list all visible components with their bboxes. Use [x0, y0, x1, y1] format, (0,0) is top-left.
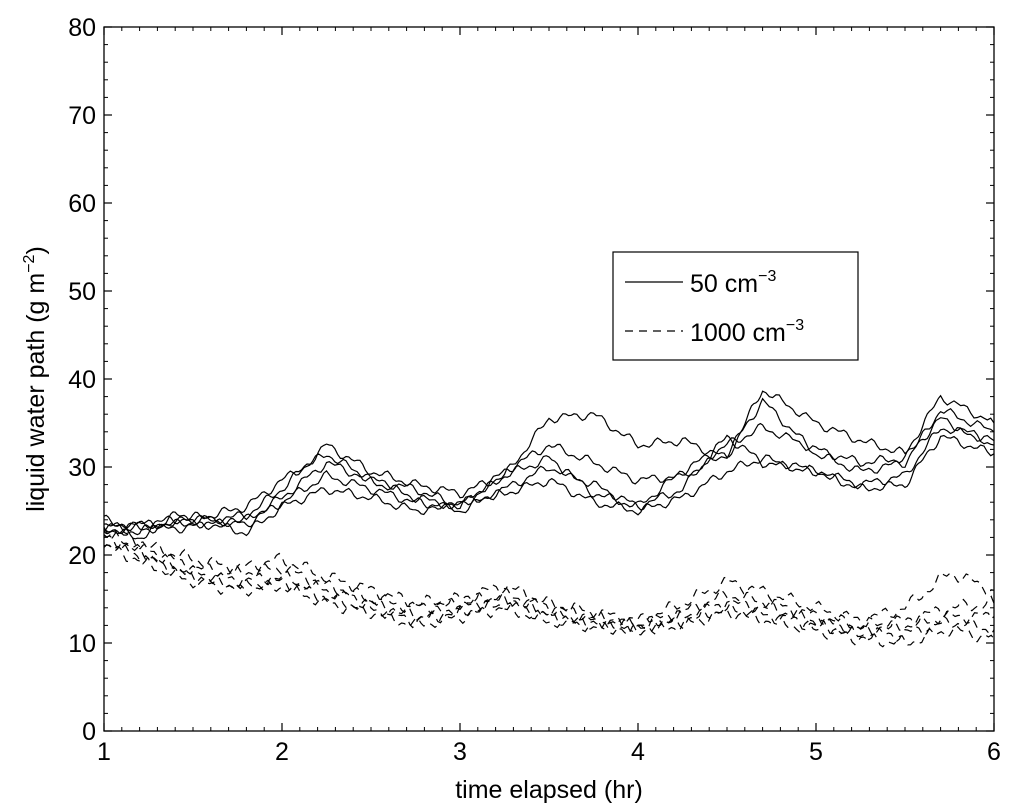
- y-tick-label: 70: [68, 102, 96, 130]
- legend-label-50: 50 cm−3: [690, 268, 776, 298]
- series-line-50-1: [103, 397, 995, 535]
- x-tick-label: 5: [809, 738, 823, 766]
- x-tick-label: 3: [453, 738, 467, 766]
- series-line-1000-9: [103, 543, 995, 648]
- series-line-50-2: [103, 417, 995, 540]
- legend-label-1000-text: 1000 cm: [690, 319, 786, 347]
- legend-label-50-sup: −3: [758, 268, 776, 285]
- legend-label-1000-sup: −3: [786, 317, 804, 334]
- y-axis-label-main: liquid water path (g m: [22, 273, 50, 512]
- y-tick-label: 30: [68, 454, 96, 482]
- x-tick-label: 2: [275, 738, 289, 766]
- y-tick-label: 10: [68, 630, 96, 658]
- legend-label-1000: 1000 cm−3: [690, 317, 804, 347]
- series-line-1000-5: [103, 526, 995, 628]
- y-axis-label-close: ): [22, 246, 50, 254]
- legend-label-50-text: 50 cm: [690, 270, 758, 298]
- series-line-1000-6: [103, 529, 995, 631]
- y-tick-label: 60: [68, 190, 96, 218]
- series-layer: [103, 390, 995, 648]
- y-axis-label: liquid water path (g m−2): [21, 246, 50, 512]
- y-axis-label-sup: −2: [21, 254, 38, 272]
- series-line-50-3: [103, 426, 995, 533]
- y-tick-label: 40: [68, 366, 96, 394]
- legend-box: [612, 251, 859, 361]
- x-tick-label: 4: [631, 738, 645, 766]
- y-tick-label: 20: [68, 542, 96, 570]
- y-tick-label: 80: [68, 14, 96, 42]
- y-tick-label: 0: [82, 718, 96, 746]
- x-tick-label: 6: [987, 738, 1001, 766]
- legend: 50 cm−3 1000 cm−3: [612, 251, 859, 361]
- series-line-50-4: [103, 434, 995, 537]
- y-tick-label: 50: [68, 278, 96, 306]
- x-tick-label: 1: [97, 738, 111, 766]
- x-axis-label: time elapsed (hr): [455, 776, 643, 804]
- series-line-50-0: [103, 390, 995, 536]
- plot-frame: [103, 26, 995, 732]
